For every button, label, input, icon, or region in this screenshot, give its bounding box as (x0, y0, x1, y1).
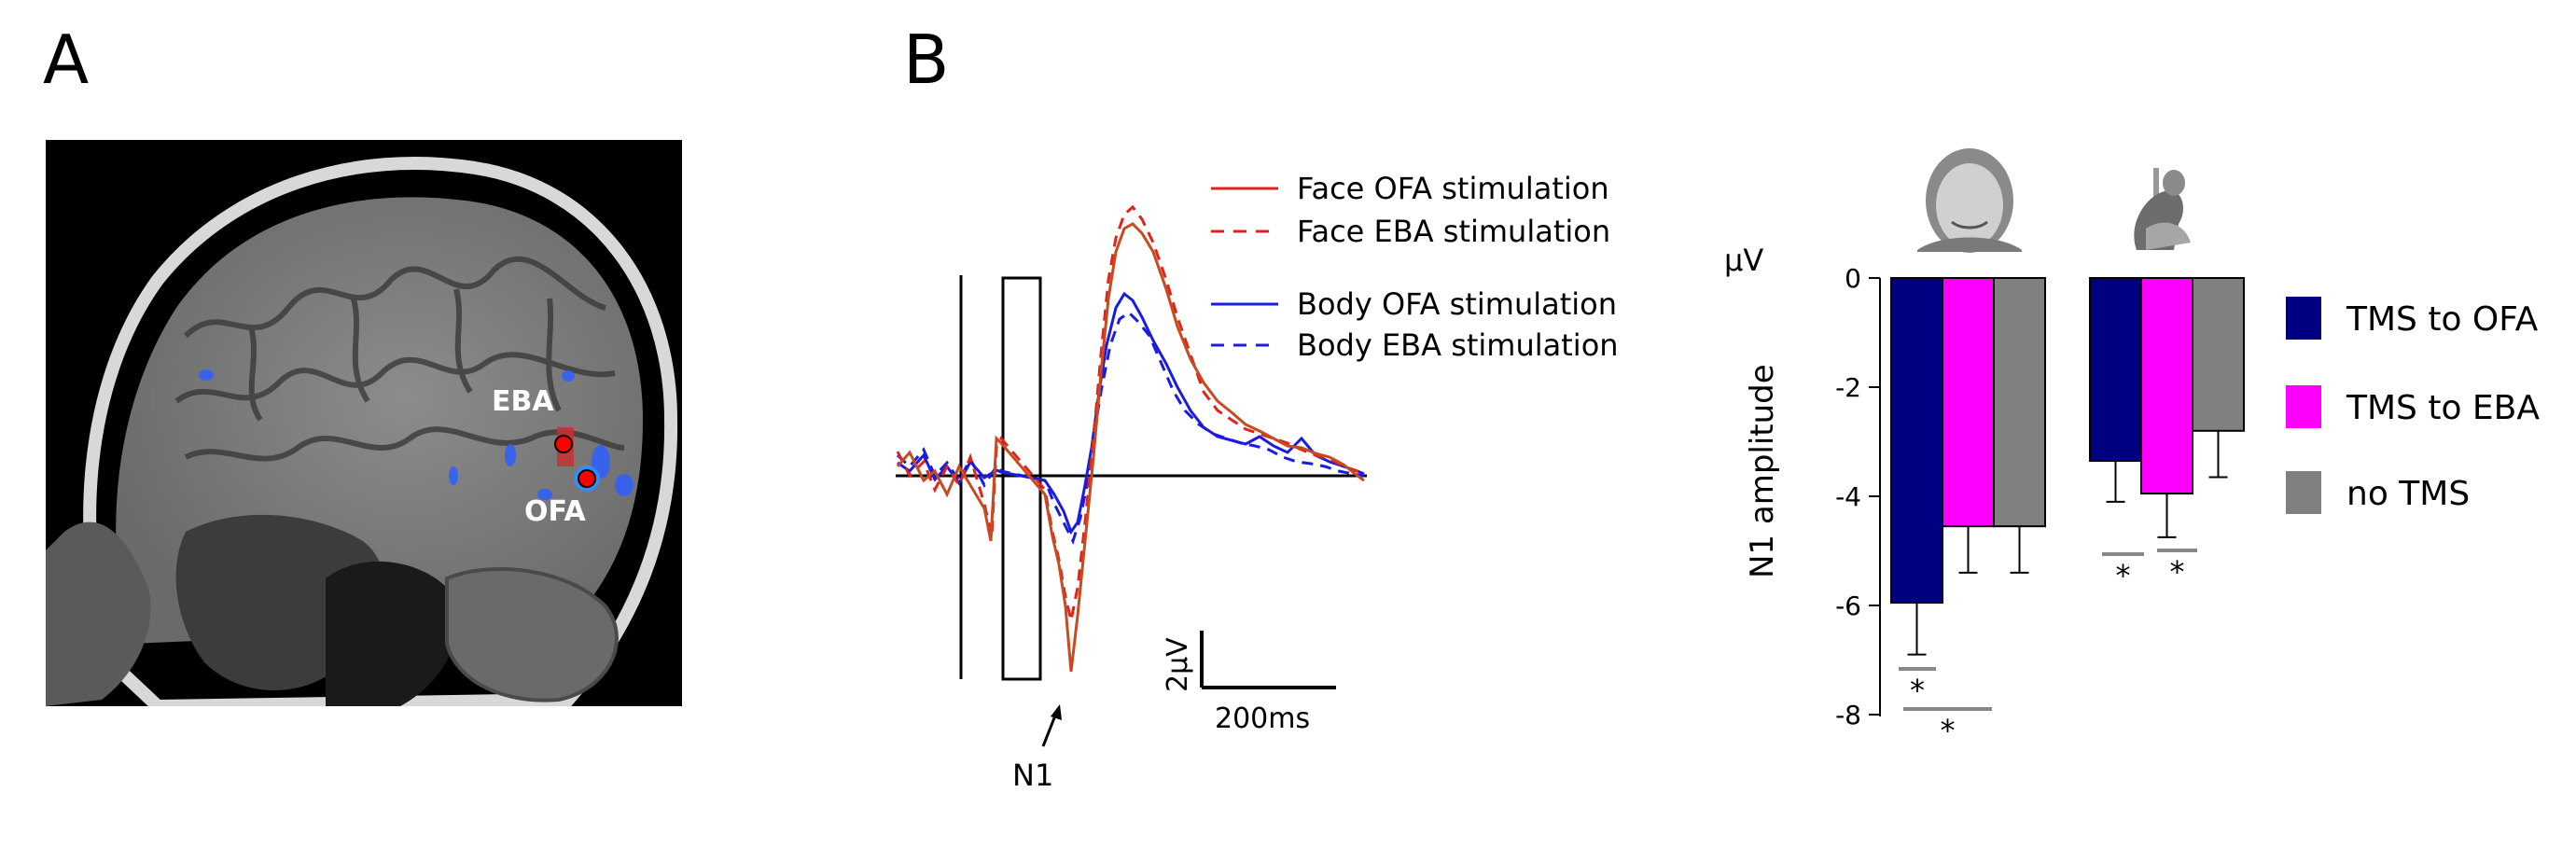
bars (1890, 277, 2245, 656)
panel-b-letter: B (903, 21, 950, 99)
erp-legend-item-body-ofa: Body OFA stimulation (1211, 286, 1617, 322)
bar-legend-label-2: no TMS (2346, 475, 2470, 513)
brain-illustration: EBA OFA (46, 157, 678, 706)
y-tick-label-3: -6 (1835, 591, 1861, 621)
significance-star-2: * (2116, 558, 2131, 593)
significance-star-0: * (1910, 673, 1925, 708)
face-region (46, 521, 151, 706)
bar-legend-swatch-2 (2286, 471, 2321, 514)
bar-legend-swatch-1 (2286, 385, 2321, 428)
eba-label: EBA (492, 385, 554, 418)
bar-legend-swatch-0 (2286, 297, 2321, 340)
sulci (174, 256, 625, 462)
scale-time-label: 200ms (1215, 702, 1310, 735)
erp-legend-item-face-eba: Face EBA stimulation (1211, 214, 1610, 249)
scale-voltage-label: 2µV (1162, 637, 1194, 692)
erp-legend-item-body-eba: Body EBA stimulation (1211, 327, 1619, 363)
legend-label-body-eba: Body EBA stimulation (1297, 327, 1619, 363)
y-tick-label-0: 0 (1845, 263, 1861, 294)
unit-label: µV (1724, 243, 1763, 278)
bar-face-2 (1993, 277, 2046, 528)
y-tick-label-4: -8 (1835, 700, 1861, 730)
bar-legend: TMS to OFA TMS to EBA no TMS (2286, 297, 2540, 514)
legend-label-face-eba: Face EBA stimulation (1297, 214, 1610, 249)
y-tick-label-2: -4 (1835, 481, 1861, 512)
n1-arrowhead (1051, 704, 1062, 720)
bar-body-1 (2140, 277, 2193, 495)
trace-body-ofa (897, 291, 1365, 535)
face-stimulus-image (1917, 148, 2022, 253)
scale-bar: 2µV 200ms (1162, 631, 1336, 735)
ofa-label: OFA (524, 495, 587, 528)
legend-label-body-ofa: Body OFA stimulation (1297, 286, 1617, 322)
y-axis-label: N1 amplitude (1744, 364, 1781, 578)
n1-label: N1 (1012, 758, 1053, 793)
brainstem (326, 561, 458, 706)
skull-outline (83, 157, 678, 706)
erp-traces (896, 204, 1365, 673)
significance-star-3: * (2170, 554, 2185, 590)
cerebellum (445, 567, 619, 702)
trace-face-ofa (896, 222, 1365, 673)
bar-legend-label-1: TMS to EBA (2346, 389, 2540, 427)
legend-label-face-ofa: Face OFA stimulation (1297, 171, 1609, 206)
erp-legend: Face OFA stimulation Face EBA stimulatio… (1211, 171, 1619, 363)
y-tick-label-1: -2 (1835, 372, 1861, 403)
ofa-marker (578, 469, 596, 488)
erp-legend-item-face-ofa: Face OFA stimulation (1211, 171, 1609, 206)
significance-star-1: * (1941, 713, 1956, 748)
body-stimulus-image (2134, 168, 2191, 250)
eba-marker (554, 435, 573, 453)
panel-a-letter: A (43, 21, 90, 99)
significance-markers: * * * * (1899, 549, 2197, 748)
bar-body-2 (2192, 277, 2245, 432)
bar-face-0 (1890, 277, 1943, 605)
n1-annotation: N1 (1012, 704, 1062, 793)
brain-mri-image: EBA OFA (46, 140, 682, 706)
bar-face-1 (1942, 277, 1995, 528)
trace-face-eba (896, 204, 1365, 621)
bar-body-0 (2089, 277, 2142, 462)
bar-legend-label-0: TMS to OFA (2346, 300, 2539, 339)
y-ticks: 0 -2 -4 -6 -8 (1835, 263, 1880, 730)
